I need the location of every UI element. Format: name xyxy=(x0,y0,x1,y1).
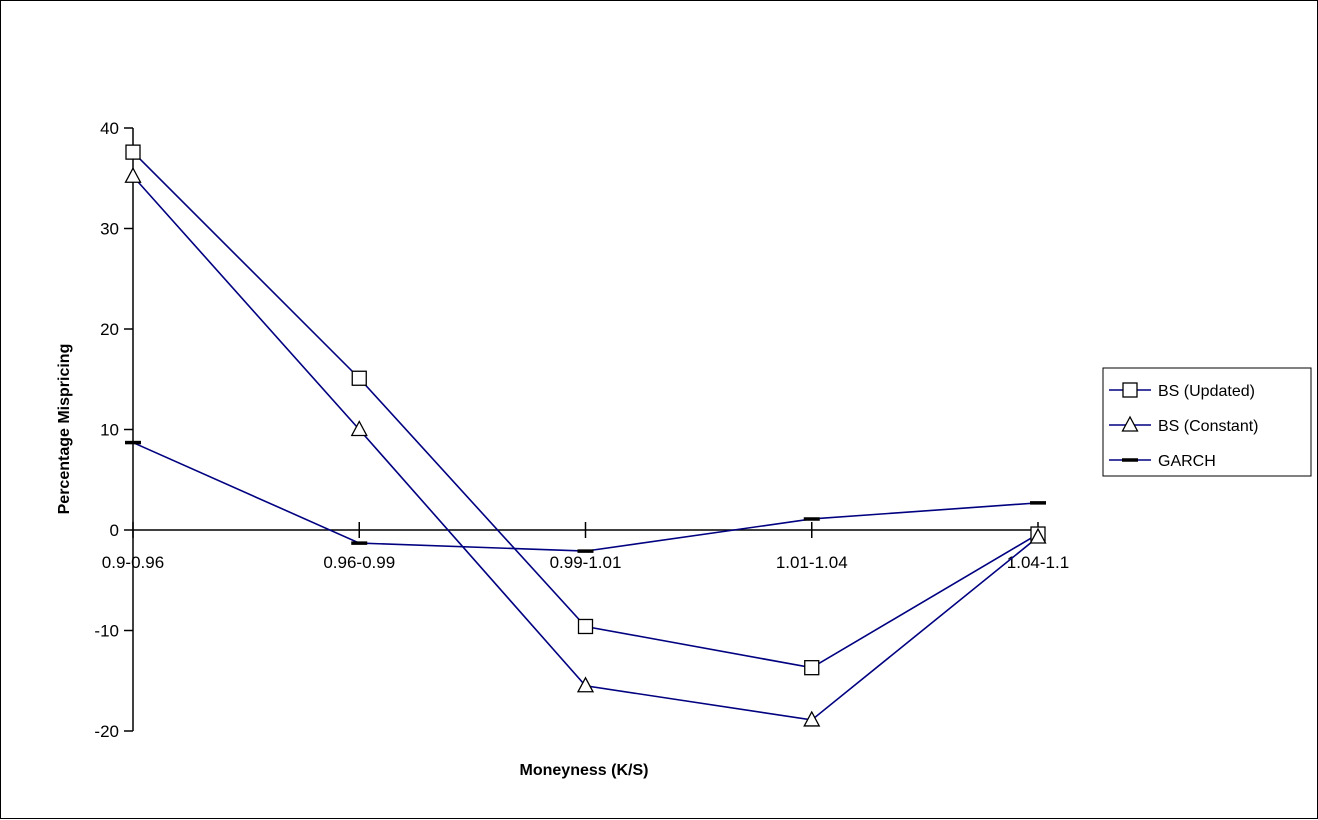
data-point xyxy=(350,420,368,437)
series-line xyxy=(132,175,1039,721)
data-point xyxy=(577,618,594,635)
x-tick-label: 0.99-1.01 xyxy=(550,553,622,572)
series-line xyxy=(132,151,1039,669)
legend-label: BS (Updated) xyxy=(1158,383,1255,400)
y-tick-label: 30 xyxy=(100,220,119,239)
data-point xyxy=(804,660,820,676)
y-tick-label: 40 xyxy=(100,119,119,138)
data-point xyxy=(125,144,141,160)
legend: BS (Updated) BS (Constant) GARCH xyxy=(1102,367,1312,477)
x-tick-label: 1.01-1.04 xyxy=(776,553,848,572)
y-tick-label: 10 xyxy=(100,421,119,440)
data-point xyxy=(576,676,595,693)
x-tick-label: 0.9-0.96 xyxy=(102,553,164,572)
data-point xyxy=(124,166,142,183)
legend-marker xyxy=(1122,382,1138,398)
y-axis: -20 -10 0 10 20 30 40 xyxy=(94,119,134,741)
x-tick-label: 0.96-0.99 xyxy=(323,553,395,572)
x-axis: 0.9-0.96 0.96-0.99 0.99-1.01 1.01-1.04 1.04-… xyxy=(102,522,1069,572)
x-axis-title: Moneyness (K/S) xyxy=(520,762,649,779)
y-tick-label: -10 xyxy=(94,622,119,641)
legend-marker xyxy=(1121,415,1139,432)
y-axis-title: Percentage Mispricing xyxy=(56,344,73,515)
y-tick-label: -20 xyxy=(94,722,119,741)
legend-label: BS (Constant) xyxy=(1158,418,1258,435)
x-tick-label: 1.04-1.1 xyxy=(1007,553,1069,572)
data-point xyxy=(1029,527,1047,544)
legend-label: GARCH xyxy=(1158,453,1216,470)
series-layer xyxy=(124,144,1047,727)
y-tick-label: 0 xyxy=(110,521,119,540)
y-tick-label: 20 xyxy=(100,320,119,339)
legend-box xyxy=(1102,367,1312,477)
data-point xyxy=(351,370,367,386)
data-point xyxy=(803,710,821,727)
